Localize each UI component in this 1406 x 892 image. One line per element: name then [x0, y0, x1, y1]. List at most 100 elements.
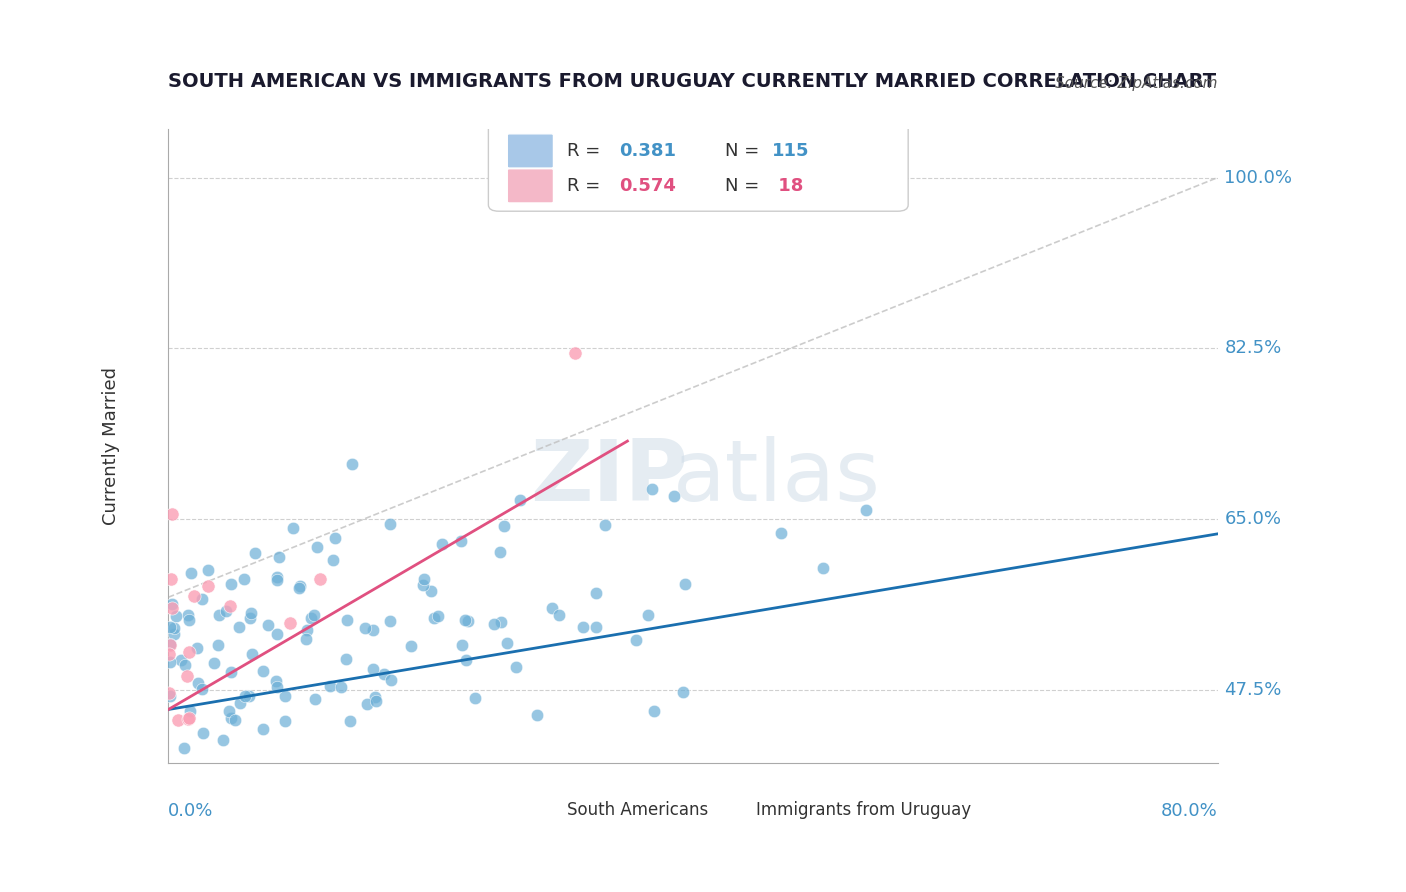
South Americans: [266, 574, 288, 588]
South Americans: [159, 656, 181, 670]
Text: Currently Married: Currently Married: [101, 367, 120, 525]
Immigrants from Uruguay: [157, 686, 180, 700]
Text: 0.574: 0.574: [620, 177, 676, 194]
South Americans: [238, 689, 260, 703]
South Americans: [294, 632, 316, 647]
FancyBboxPatch shape: [728, 788, 758, 810]
Text: 100.0%: 100.0%: [1225, 169, 1292, 186]
South Americans: [593, 518, 616, 533]
Immigrants from Uruguay: [564, 346, 586, 360]
South Americans: [177, 607, 200, 622]
Text: atlas: atlas: [673, 436, 882, 519]
South Americans: [266, 570, 288, 584]
South Americans: [378, 516, 401, 531]
South Americans: [378, 614, 401, 628]
South Americans: [208, 608, 231, 623]
South Americans: [266, 681, 288, 695]
South Americans: [274, 689, 297, 703]
Text: South Americans: South Americans: [567, 801, 709, 819]
Immigrants from Uruguay: [167, 713, 190, 727]
South Americans: [295, 623, 318, 637]
South Americans: [281, 520, 304, 534]
South Americans: [218, 704, 240, 718]
South Americans: [219, 665, 242, 680]
Text: 65.0%: 65.0%: [1225, 510, 1281, 528]
South Americans: [495, 635, 517, 649]
South Americans: [287, 581, 309, 595]
Text: 80.0%: 80.0%: [1161, 802, 1218, 821]
FancyBboxPatch shape: [529, 788, 558, 810]
Immigrants from Uruguay: [177, 711, 200, 725]
FancyBboxPatch shape: [488, 120, 908, 211]
South Americans: [299, 611, 322, 625]
South Americans: [423, 611, 446, 625]
South Americans: [177, 613, 200, 627]
South Americans: [330, 680, 353, 694]
South Americans: [173, 741, 195, 756]
South Americans: [464, 691, 486, 706]
Text: 18: 18: [772, 177, 803, 194]
South Americans: [335, 652, 357, 666]
South Americans: [288, 579, 311, 593]
South Americans: [207, 638, 229, 652]
South Americans: [526, 707, 548, 722]
South Americans: [321, 553, 343, 567]
South Americans: [457, 614, 479, 628]
Text: R =: R =: [567, 142, 606, 160]
Text: 115: 115: [772, 142, 810, 160]
Text: 82.5%: 82.5%: [1225, 339, 1282, 358]
South Americans: [451, 638, 474, 652]
South Americans: [256, 618, 278, 632]
South Americans: [541, 600, 564, 615]
South Americans: [770, 526, 793, 541]
South Americans: [252, 722, 274, 736]
Immigrants from Uruguay: [159, 638, 181, 652]
South Americans: [547, 607, 569, 622]
South Americans: [204, 656, 226, 670]
South Americans: [673, 577, 696, 591]
Immigrants from Uruguay: [160, 508, 183, 522]
South Americans: [336, 613, 359, 627]
South Americans: [361, 662, 384, 676]
South Americans: [494, 519, 516, 533]
Immigrants from Uruguay: [197, 579, 219, 593]
South Americans: [672, 685, 695, 699]
South Americans: [224, 714, 246, 728]
Immigrants from Uruguay: [183, 589, 205, 603]
Immigrants from Uruguay: [160, 573, 183, 587]
South Americans: [454, 613, 477, 627]
Text: 47.5%: 47.5%: [1225, 681, 1282, 699]
South Americans: [179, 704, 201, 718]
South Americans: [229, 696, 252, 710]
South Americans: [252, 664, 274, 678]
South Americans: [159, 637, 181, 651]
Immigrants from Uruguay: [309, 572, 332, 586]
South Americans: [163, 621, 186, 635]
South Americans: [232, 572, 254, 586]
South Americans: [169, 653, 191, 667]
Immigrants from Uruguay: [160, 601, 183, 615]
Immigrants from Uruguay: [179, 645, 201, 659]
South Americans: [380, 673, 402, 687]
South Americans: [180, 566, 202, 581]
Text: Source: ZipAtlas.com: Source: ZipAtlas.com: [1056, 76, 1218, 91]
South Americans: [266, 627, 288, 641]
Immigrants from Uruguay: [278, 615, 301, 630]
South Americans: [302, 608, 325, 623]
South Americans: [239, 611, 262, 625]
South Americans: [305, 541, 328, 555]
Text: R =: R =: [567, 177, 606, 194]
South Americans: [160, 597, 183, 611]
South Americans: [484, 617, 506, 632]
South Americans: [219, 711, 242, 725]
South Americans: [427, 608, 450, 623]
FancyBboxPatch shape: [508, 134, 554, 168]
South Americans: [197, 563, 219, 577]
Immigrants from Uruguay: [163, 764, 186, 779]
South Americans: [186, 640, 208, 655]
South Americans: [212, 733, 235, 747]
South Americans: [572, 620, 595, 634]
Immigrants from Uruguay: [157, 647, 180, 661]
South Americans: [267, 549, 290, 564]
South Americans: [413, 572, 436, 586]
